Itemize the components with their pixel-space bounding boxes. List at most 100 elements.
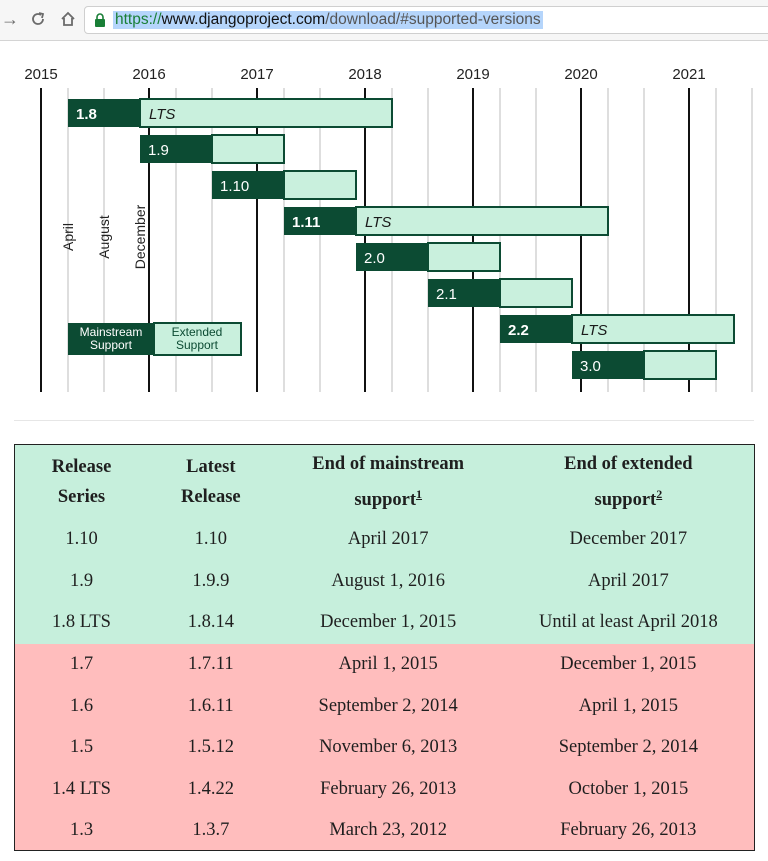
release-version-label: 2.2 [508,322,529,339]
header-end-extended: End of extended support2 [564,453,693,511]
cell-latest: 1.9.9 [192,570,230,591]
header-end-mainstream: End of mainstream support1 [312,453,465,511]
divider [14,420,754,421]
table-row: 1.4 LTS 1.4.22 February 26, 2013 October 1,… [15,768,754,811]
lts-label: LTS [365,214,391,231]
extended-support-bar [283,170,357,200]
supported-versions-table: Release Series Latest Release End of mains… [14,444,755,851]
url-scheme: https:// [115,11,162,28]
year-label: 2015 [24,66,57,83]
cell-extended: December 2017 [569,529,688,550]
month-marker-label: April [60,223,76,251]
cell-extended: October 1, 2015 [568,778,689,799]
release-version-label: 1.9 [148,142,169,159]
mainstream-support-bar [140,135,212,163]
cell-series: 1.8 LTS [52,612,111,633]
release-version-label: 3.0 [580,358,601,375]
release-timeline-chart: 2015 2016 2017 2018 2019 2020 2021 1.8 LTS 1.9 1.1… [0,41,768,421]
cell-extended: April 2017 [588,570,669,591]
cell-mainstream: December 1, 2015 [320,612,457,633]
extended-support-bar [211,134,285,164]
back-arrow-icon[interactable]: → [1,9,19,29]
legend-extended-label: Support [176,338,219,352]
extended-support-bar [139,98,393,128]
cell-mainstream: August 1, 2016 [331,570,445,591]
cell-mainstream: November 6, 2013 [319,737,458,758]
browser-toolbar: → https://www.djangoproject.com/download… [0,0,768,41]
cell-series: 1.6 [69,695,94,716]
year-label: 2021 [672,66,705,83]
mainstream-support-bar [284,207,356,235]
cell-extended: September 2, 2014 [558,737,698,758]
release-timeline-svg: 2015 2016 2017 2018 2019 2020 2021 1.8 LTS 1.9 1.1… [24,66,753,392]
cell-latest: 1.7.11 [188,654,234,675]
legend-mainstream-swatch [68,323,154,355]
cell-mainstream: March 23, 2012 [329,820,448,841]
mainstream-support-bar [356,243,428,271]
year-label: 2019 [456,66,489,83]
cell-series: 1.5 [69,737,94,758]
cell-series: 1.4 LTS [52,778,111,799]
year-label: 2016 [132,66,165,83]
mainstream-support-bar [572,351,644,379]
cell-latest: 1.5.12 [187,737,234,758]
cell-series: 1.7 [69,654,94,675]
cell-mainstream: September 2, 2014 [318,695,458,716]
table-row: 1.7 1.7.11 April 1, 2015 December 1, 2015 [15,643,754,686]
header-release-series: Release Series [51,457,112,507]
year-label: 2020 [564,66,597,83]
release-version-label: 2.0 [364,250,385,267]
cell-mainstream: April 1, 2015 [338,654,438,675]
mainstream-support-bar [428,279,500,307]
extended-support-bar [643,350,717,380]
footnote-2-link[interactable]: 2 [656,486,663,501]
header-latest-release: Latest Release [181,457,241,507]
table-row: 1.3 1.3.7 March 23, 2012 February 26, 2013 [15,810,754,850]
table-header-row: Release Series Latest Release End of mains… [15,445,754,519]
cell-mainstream: February 26, 2013 [320,778,457,799]
url-path: /download/#supported-versions [325,11,541,28]
table-row: 1.9 1.9.9 August 1, 2016 April 2017 [15,560,754,603]
cell-mainstream: April 2017 [347,529,429,550]
cell-series: 1.3 [69,820,94,841]
cell-series: 1.10 [65,529,98,550]
reload-icon[interactable] [28,8,48,30]
url-text[interactable]: https://www.djangoproject.com/download/#… [113,11,543,29]
lock-icon [95,13,105,27]
mainstream-support-bar [68,99,140,127]
url-host: www.djangoproject.com [161,11,326,28]
cell-latest: 1.4.22 [187,778,234,799]
table-row: 1.5 1.5.12 November 6, 2013 September 2, 20… [15,726,754,769]
mainstream-support-bar [500,315,572,343]
address-bar[interactable]: https://www.djangoproject.com/download/#… [84,6,768,34]
legend-mainstream-label: Support [90,338,133,352]
extended-support-bar [499,278,573,308]
cell-latest: 1.10 [194,529,228,550]
extended-support-bar [355,206,609,236]
legend-mainstream-label: Mainstream [80,325,143,339]
release-version-label: 1.8 [76,106,97,123]
extended-support-bar [427,242,501,272]
release-version-label: 2.1 [436,286,457,303]
month-marker-label: December [132,204,148,269]
cell-extended: February 26, 2013 [560,820,697,841]
cell-series: 1.9 [69,570,94,591]
month-marker-label: August [96,215,112,259]
home-icon[interactable] [58,8,78,30]
table-row: 1.6 1.6.11 September 2, 2014 April 1, 2015 [15,685,754,727]
cell-latest: 1.3.7 [192,820,230,841]
cell-extended: December 1, 2015 [560,654,697,675]
lts-label: LTS [581,322,607,339]
table-row: 1.8 LTS 1.8.14 December 1, 2015 Until at le… [15,602,754,644]
cell-latest: 1.8.14 [187,612,234,633]
legend-extended-swatch [153,322,242,356]
cell-extended: April 1, 2015 [578,695,678,716]
footnote-1-link[interactable]: 1 [416,486,423,501]
legend-extended-label: Extended [172,325,223,339]
table-row: 1.10 1.10 April 2017 December 2017 [15,519,754,561]
release-version-label: 1.10 [220,178,249,195]
year-label: 2018 [348,66,381,83]
lts-label: LTS [149,106,175,123]
cell-latest: 1.6.11 [188,695,234,716]
year-label: 2017 [240,66,273,83]
